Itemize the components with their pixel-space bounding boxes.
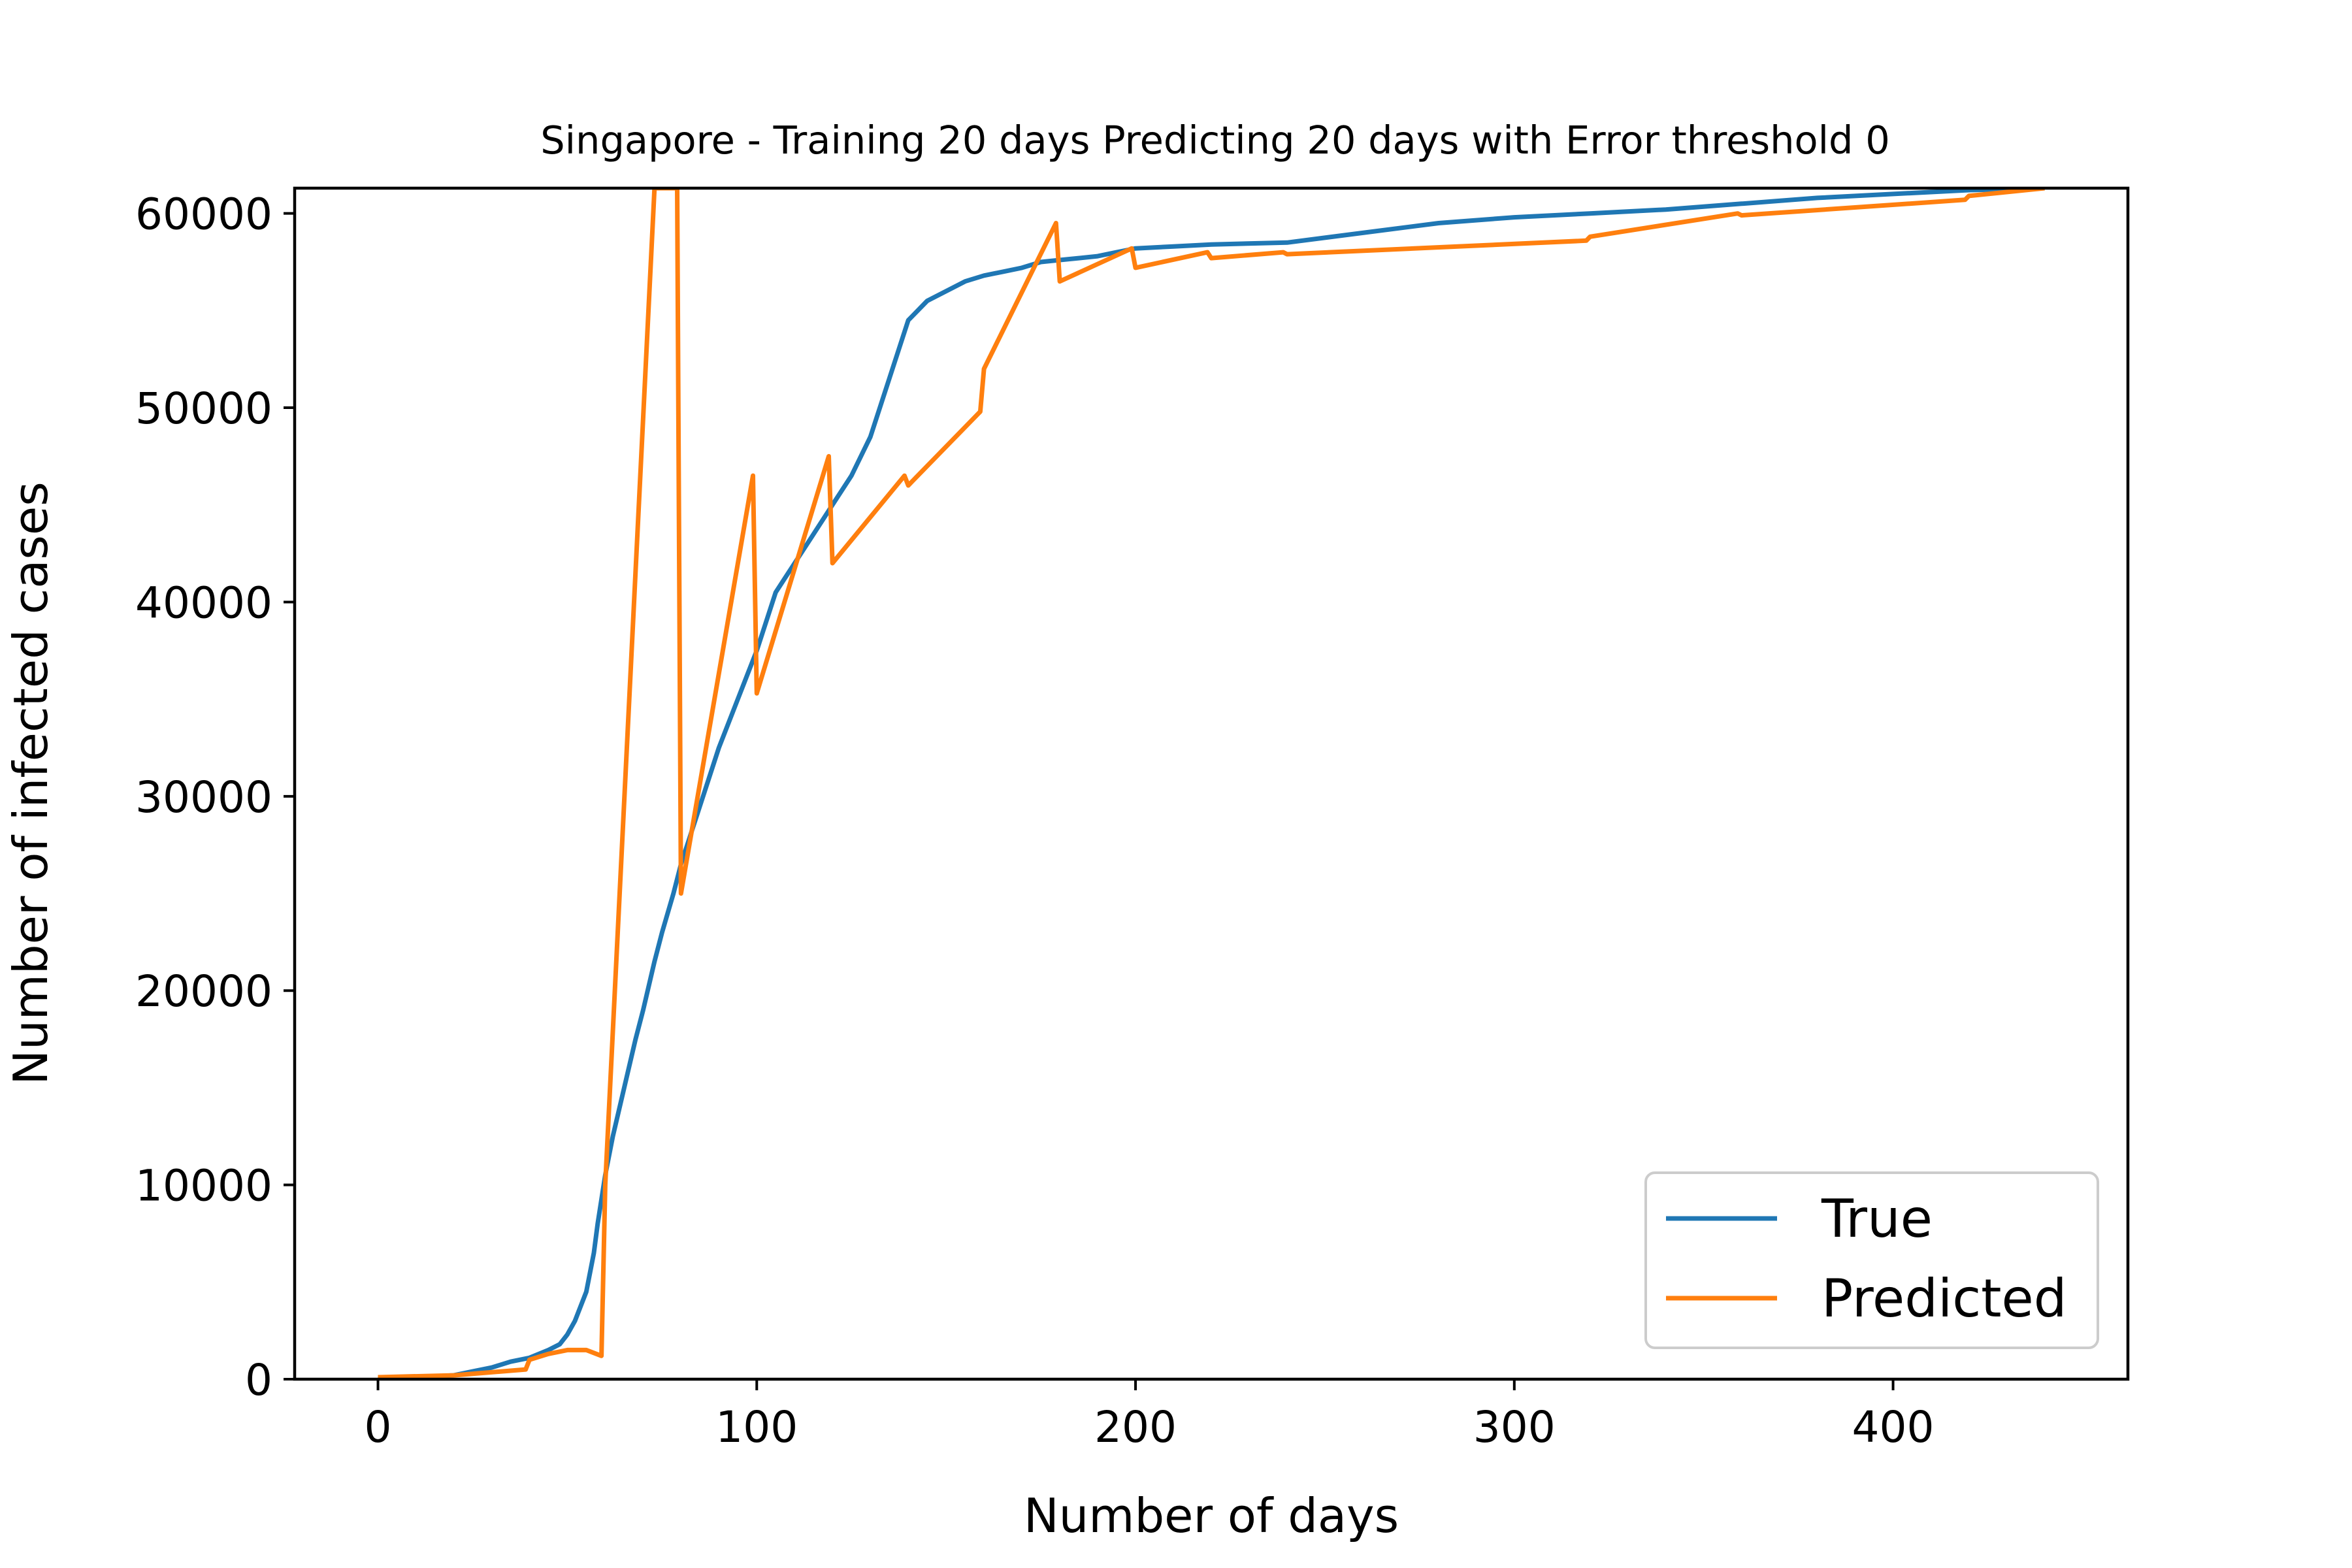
legend-label-true: True (1821, 1188, 1933, 1249)
legend-label-predicted: Predicted (1821, 1268, 2067, 1329)
series-line-true (378, 188, 2045, 1379)
legend: True Predicted (1644, 1171, 2099, 1349)
x-tick-label: 0 (365, 1402, 392, 1452)
series-layer (378, 188, 2045, 1379)
y-axis-label: Number of infected cases (3, 482, 58, 1085)
x-tick-label: 300 (1473, 1402, 1556, 1452)
y-tick-label: 0 (245, 1355, 272, 1405)
y-tick-label: 40000 (135, 578, 272, 628)
plot-frame (293, 186, 2130, 1381)
x-tick-label: 400 (1852, 1402, 1935, 1452)
plot-area (293, 186, 2130, 1381)
x-axis: 0 100 200 300 400 (365, 1379, 1935, 1452)
y-tick-label: 20000 (135, 966, 272, 1017)
x-tick-label: 200 (1094, 1402, 1177, 1452)
x-axis-label: Number of days (1024, 1488, 1399, 1543)
chart-title: Singapore - Training 20 days Predicting … (540, 118, 1890, 163)
y-tick-label: 10000 (135, 1161, 272, 1211)
y-tick-label: 60000 (135, 189, 272, 240)
y-tick-label: 50000 (135, 384, 272, 434)
y-tick-label: 30000 (135, 772, 272, 823)
y-axis: 0 10000 20000 30000 40000 50000 60000 (135, 189, 295, 1405)
series-line-predicted (378, 188, 2045, 1379)
x-tick-label: 100 (715, 1402, 798, 1452)
